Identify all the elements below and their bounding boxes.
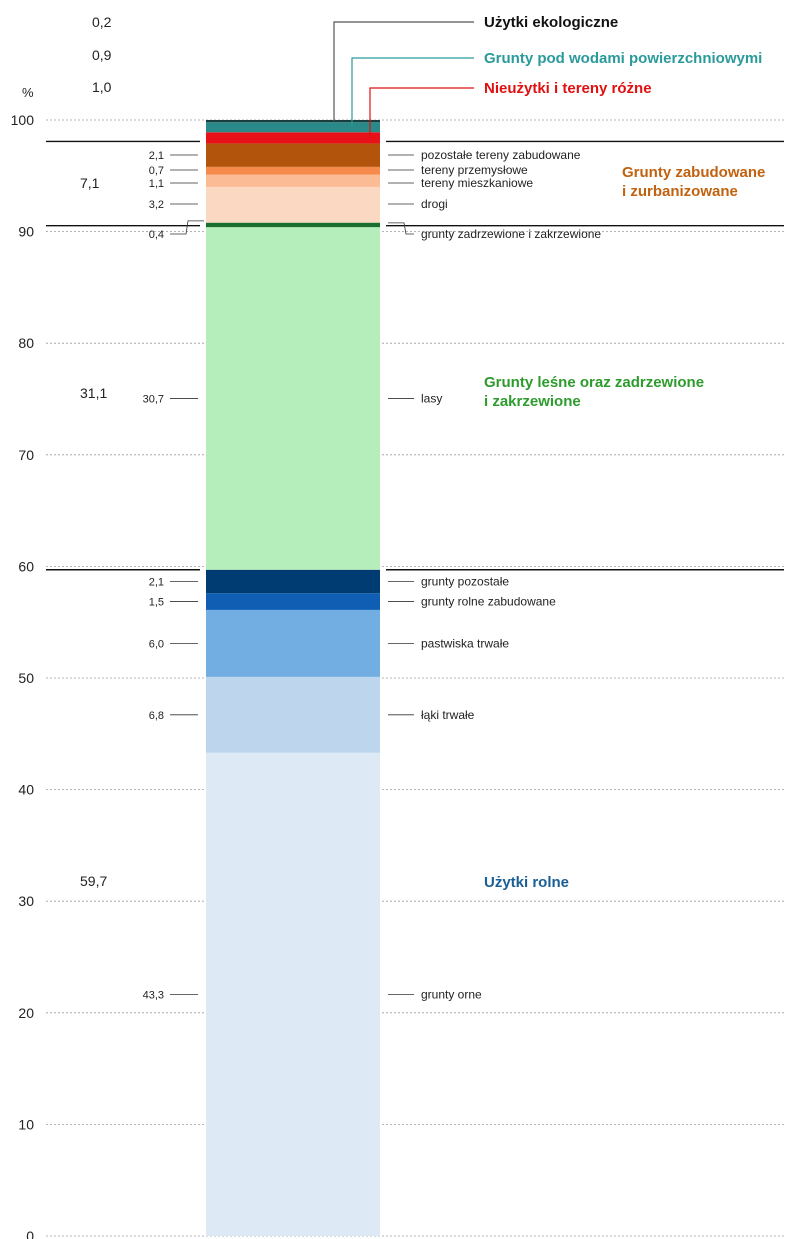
segment-value-0: 43,3 bbox=[143, 989, 164, 1001]
segment-value-1: 6,8 bbox=[149, 710, 164, 722]
group-label-agricultural: Użytki rolne bbox=[484, 874, 569, 891]
stacked-bar bbox=[206, 120, 380, 1236]
bar-segment-1 bbox=[206, 676, 380, 753]
y-tick-20: 20 bbox=[18, 1005, 34, 1021]
bar-segment-13 bbox=[206, 120, 380, 123]
bar-segment-5 bbox=[206, 227, 380, 570]
segment-value-8: 1,1 bbox=[149, 178, 164, 190]
segment-value-7: 3,2 bbox=[149, 199, 164, 211]
segment-labels: 43,3 grunty orne 6,8 łąki trwałe 6,0 pastwisk… bbox=[143, 148, 602, 1001]
group-label-wasteland: Nieużytki i tereny różne bbox=[484, 80, 652, 97]
group-label-forest: Grunty leśne oraz zadrzewione bbox=[484, 374, 704, 391]
group-separators bbox=[46, 140, 784, 571]
bar-segment-0 bbox=[206, 752, 380, 1236]
y-tick-60: 60 bbox=[18, 558, 34, 574]
group-label-wasteland-total: 1,0 bbox=[92, 79, 112, 95]
group-labels: Użytki rolne 59,7 Grunty leśne oraz zadrze… bbox=[80, 14, 765, 891]
y-tick-100: 100 bbox=[11, 112, 35, 128]
y-tick-0: 0 bbox=[26, 1228, 34, 1239]
bar-segment-8 bbox=[206, 174, 380, 187]
segment-value-3: 1,5 bbox=[149, 597, 164, 609]
segment-name-8: tereny mieszkaniowe bbox=[421, 176, 533, 190]
group-label-builtup-line2: i zurbanizowane bbox=[622, 183, 738, 200]
bar-segment-6 bbox=[206, 222, 380, 228]
segment-name-5: lasy bbox=[421, 391, 442, 405]
segment-name-7: drogi bbox=[421, 197, 448, 211]
group-label-builtup: Grunty zabudowane bbox=[622, 164, 765, 181]
segment-name-6: grunty zadrzewione i zakrzewione bbox=[421, 227, 601, 241]
segment-value-9: 0,7 bbox=[149, 165, 164, 177]
segment-name-0: grunty orne bbox=[421, 987, 482, 1001]
group-label-ecological: Użytki ekologiczne bbox=[484, 14, 618, 31]
group-label-ecological-leader bbox=[333, 21, 474, 122]
group-total-forest: 31,1 bbox=[80, 385, 107, 401]
bar-segment-4 bbox=[206, 569, 380, 594]
y-tick-90: 90 bbox=[18, 224, 34, 240]
segment-leader-left-6 bbox=[170, 220, 204, 235]
bar-segment-2 bbox=[206, 609, 380, 677]
segment-name-4: grunty pozostałe bbox=[421, 574, 509, 588]
bar-segment-12 bbox=[206, 122, 380, 133]
segment-name-3: grunty rolne zabudowane bbox=[421, 595, 556, 609]
y-tick-70: 70 bbox=[18, 447, 34, 463]
group-label-wasteland-leader bbox=[369, 87, 474, 138]
segment-name-2: pastwiska trwałe bbox=[421, 636, 509, 650]
grid-lines bbox=[46, 119, 784, 1237]
segment-value-2: 6,0 bbox=[149, 638, 164, 650]
segment-value-5: 30,7 bbox=[143, 393, 164, 405]
segment-value-10: 2,1 bbox=[149, 150, 164, 162]
segment-name-1: łąki trwałe bbox=[421, 708, 475, 722]
y-tick-30: 30 bbox=[18, 893, 34, 909]
group-label-water-total: 0,9 bbox=[92, 47, 112, 63]
segment-leader-right-6 bbox=[388, 222, 414, 235]
group-label-water-leader bbox=[351, 57, 474, 128]
bar-segment-9 bbox=[206, 166, 380, 175]
y-tick-10: 10 bbox=[18, 1116, 34, 1132]
segment-name-9: tereny przemysłowe bbox=[421, 163, 528, 177]
y-tick-40: 40 bbox=[18, 782, 34, 798]
y-tick-80: 80 bbox=[18, 335, 34, 351]
bar-segment-3 bbox=[206, 593, 380, 610]
bar-segment-7 bbox=[206, 186, 380, 223]
group-label-forest-line2: i zakrzewione bbox=[484, 393, 581, 410]
segment-name-10: pozostałe tereny zabudowane bbox=[421, 148, 581, 162]
segment-value-4: 2,1 bbox=[149, 576, 164, 588]
y-axis: % 0 10 20 30 40 50 60 70 80 90 100 bbox=[11, 85, 35, 1239]
group-total-builtup: 7,1 bbox=[80, 175, 100, 191]
y-tick-50: 50 bbox=[18, 670, 34, 686]
group-label-water: Grunty pod wodami powierzchniowymi bbox=[484, 50, 762, 67]
y-axis-unit-label: % bbox=[22, 85, 34, 100]
segment-value-6: 0,4 bbox=[149, 229, 164, 241]
bar-segment-11 bbox=[206, 132, 380, 144]
bar-segment-10 bbox=[206, 143, 380, 167]
group-total-agricultural: 59,7 bbox=[80, 873, 107, 889]
group-label-ecological-total: 0,2 bbox=[92, 14, 112, 30]
